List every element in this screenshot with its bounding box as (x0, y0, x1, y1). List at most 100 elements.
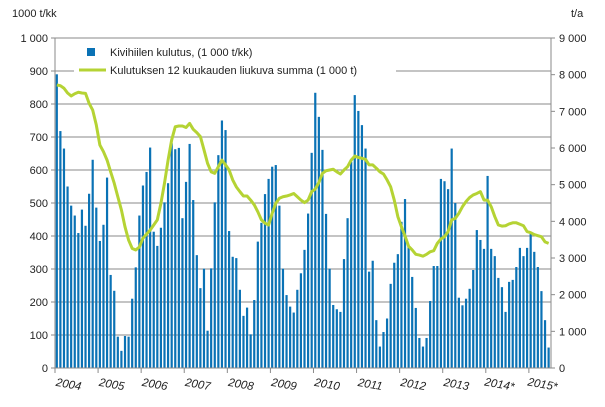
left-tick-label: 200 (30, 297, 48, 309)
bar (525, 247, 529, 368)
bar (357, 110, 360, 369)
bar (511, 279, 514, 368)
bar (310, 152, 313, 368)
right-tick-label: 4 000 (559, 216, 587, 228)
bar (307, 213, 310, 368)
bar (105, 177, 109, 368)
left-axis-title: 1000 t/kk (12, 8, 57, 20)
bar (529, 234, 532, 368)
bar (159, 227, 163, 368)
bar (285, 295, 288, 368)
legend-background (74, 43, 396, 77)
bar (84, 225, 87, 368)
bar (328, 268, 331, 368)
bar (339, 311, 342, 368)
left-tick-label: 300 (30, 264, 48, 276)
legend: Kivihiilen kulutus, (1 000 t/kk) Kulutuk… (74, 43, 396, 77)
bar (134, 267, 137, 368)
bar (454, 203, 457, 368)
year-label: 2007 (183, 377, 212, 394)
year-label: 2004 (54, 377, 82, 393)
left-tick-label: 500 (30, 198, 48, 210)
bar (245, 307, 249, 368)
left-tick-label: 0 (42, 363, 48, 375)
bar (59, 131, 62, 368)
bar (421, 346, 425, 368)
left-tick-label: 800 (30, 99, 48, 111)
bar (536, 267, 539, 368)
bar (479, 239, 482, 368)
bar (303, 249, 306, 368)
bar (192, 200, 195, 368)
bar (260, 222, 263, 368)
bar (403, 199, 407, 368)
bar (393, 262, 396, 368)
bar (267, 178, 270, 368)
bar (515, 267, 518, 368)
left-tick-label: 400 (30, 231, 48, 243)
bar (202, 268, 206, 368)
bar (206, 330, 209, 368)
right-tick-label: 3 000 (559, 253, 587, 265)
year-label: 2012 (399, 377, 428, 394)
bar (195, 255, 198, 368)
bar (220, 120, 224, 368)
right-tick-label: 5 000 (559, 180, 587, 192)
bar (278, 205, 281, 368)
bar (443, 181, 446, 368)
bar (389, 283, 392, 368)
bar (518, 247, 521, 368)
bar (504, 311, 507, 368)
bar (199, 288, 202, 368)
bar (253, 300, 256, 368)
bar (217, 155, 220, 368)
bar (55, 74, 58, 369)
bar (70, 205, 73, 368)
right-tick-label: 9 000 (559, 33, 587, 45)
bar (447, 189, 450, 368)
bar (547, 347, 550, 368)
bar (235, 258, 238, 368)
bar (533, 251, 536, 368)
bar (314, 92, 317, 368)
bar-series (55, 74, 550, 369)
bar (231, 256, 234, 368)
bar (62, 148, 66, 368)
bar (457, 297, 460, 368)
year-label: 2009 (269, 377, 298, 394)
year-label: 2008 (226, 377, 255, 394)
bar (156, 245, 159, 368)
bar (263, 194, 267, 368)
bar (188, 143, 191, 368)
bar (342, 259, 346, 368)
bar (177, 147, 180, 368)
tick-labels: 0 100 200 300 400 500 600 700 800 900 1 000 0 1 000 2… (20, 33, 586, 394)
bar (439, 178, 443, 368)
bar (353, 95, 356, 368)
year-label: 2005 (97, 377, 126, 394)
bar (335, 309, 338, 368)
bar (289, 306, 292, 368)
bar (368, 271, 371, 368)
bar (425, 337, 428, 368)
bar (429, 301, 432, 368)
bar (468, 288, 471, 368)
bar (116, 336, 119, 368)
bar (482, 248, 486, 368)
bar (317, 116, 320, 369)
bar (77, 233, 80, 368)
bar (497, 277, 500, 368)
bar (66, 186, 69, 368)
bar (145, 171, 148, 368)
bar (210, 268, 213, 368)
bar (73, 215, 76, 368)
bar (346, 218, 349, 368)
right-tick-label: 6 000 (559, 143, 587, 155)
bar (332, 304, 335, 368)
bar (271, 166, 274, 368)
bar (543, 320, 547, 368)
bar (123, 335, 127, 368)
left-tick-label: 1 000 (20, 33, 48, 45)
bar (414, 307, 417, 368)
bar (400, 221, 403, 368)
